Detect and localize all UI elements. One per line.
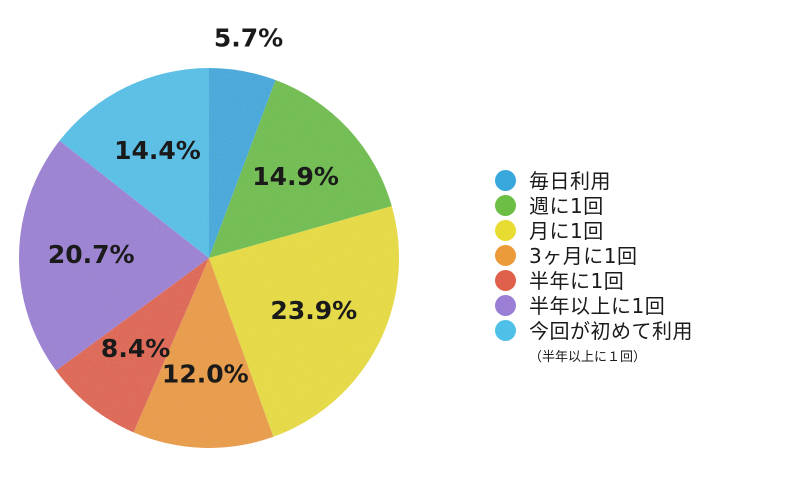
legend-color-swatch-icon (495, 195, 516, 216)
chart-legend: 毎日利用 週に1回 月に1回 3ヶ月に1回 半年に1回 半年以上に1回 今回が初めて利用 （… (495, 168, 785, 365)
legend-item-label: 半年以上に1回 (529, 293, 666, 318)
legend-items-list: 毎日利用 週に1回 月に1回 3ヶ月に1回 半年に1回 半年以上に1回 今回が初めて利用 (495, 168, 785, 343)
legend-item-label: 週に1回 (529, 193, 604, 218)
legend-item[interactable]: 今回が初めて利用 (495, 318, 785, 343)
legend-item[interactable]: 半年以上に1回 (495, 293, 785, 318)
legend-color-swatch-icon (495, 320, 516, 341)
legend-item[interactable]: 毎日利用 (495, 168, 785, 193)
pie-slice-data-label: 8.4% (101, 334, 170, 363)
pie-slice[interactable] (209, 68, 276, 258)
pie-chart-plot-area: 5.7% 14.9% 23.9% 12.0% 8.4% 20.7% 14.4% (19, 24, 400, 449)
pie-data-labels-group: 5.7% 14.9% 23.9% 12.0%8.4% 20.7% 14.4% (48, 24, 357, 389)
pie-slice[interactable] (133, 258, 274, 449)
legend-color-swatch-icon (495, 270, 516, 291)
legend-item-label: 月に1回 (529, 218, 604, 243)
legend-color-swatch-icon (495, 295, 516, 316)
pie-slice[interactable] (19, 140, 209, 371)
pie-slice-data-label: 5.7% (214, 24, 283, 53)
pie-chart-svg: 5.7% 14.9% 23.9% 12.0%8.4% 20.7% 14.4% (19, 24, 400, 449)
legend-color-swatch-icon (495, 170, 516, 191)
legend-item-label: 半年に1回 (529, 268, 625, 293)
legend-note: （半年以上に１回） (529, 350, 647, 365)
pie-slice-data-label: 20.7% (48, 240, 135, 269)
legend-color-swatch-icon (495, 220, 516, 241)
pie-slices-group (19, 68, 400, 449)
legend-item[interactable]: 月に1回 (495, 218, 785, 243)
pie-slice-data-label: 14.4% (114, 136, 201, 165)
legend-item-label: 毎日利用 (529, 168, 611, 193)
pie-slice[interactable] (209, 206, 400, 437)
pie-slice-data-label: 12.0% (162, 360, 249, 389)
legend-item[interactable]: 3ヶ月に1回 (495, 243, 785, 268)
pie-slice-data-label: 14.9% (252, 162, 339, 191)
pie-slice[interactable] (55, 258, 209, 433)
legend-color-swatch-icon (495, 245, 516, 266)
legend-item[interactable]: 週に1回 (495, 193, 785, 218)
legend-item-label: 今回が初めて利用 (529, 318, 693, 343)
pie-slice[interactable] (209, 80, 392, 258)
pie-slice[interactable] (59, 68, 209, 258)
legend-item-label: 3ヶ月に1回 (529, 243, 638, 268)
legend-item[interactable]: 半年に1回 (495, 268, 785, 293)
pie-slice-data-label: 23.9% (270, 296, 357, 325)
